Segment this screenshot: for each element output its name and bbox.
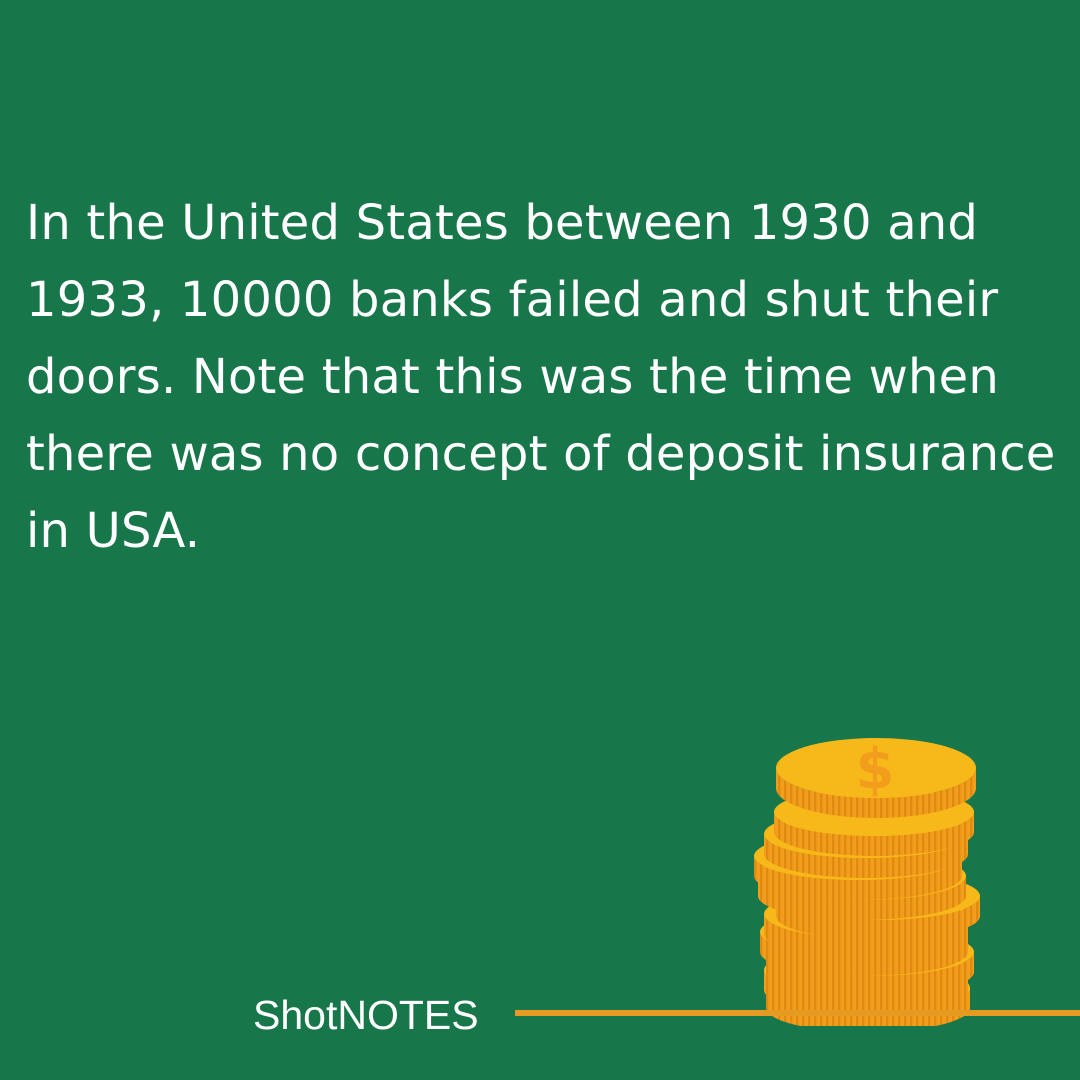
coin-stack-icon: $: [754, 737, 980, 1026]
fact-text: In the United States between 1930 and 19…: [26, 195, 1056, 559]
coin-layer: [776, 738, 976, 818]
footer-accent-line: [515, 1010, 1080, 1016]
dollar-sign-icon: $: [856, 737, 895, 802]
brand-name: ShotNOTES: [253, 992, 479, 1038]
